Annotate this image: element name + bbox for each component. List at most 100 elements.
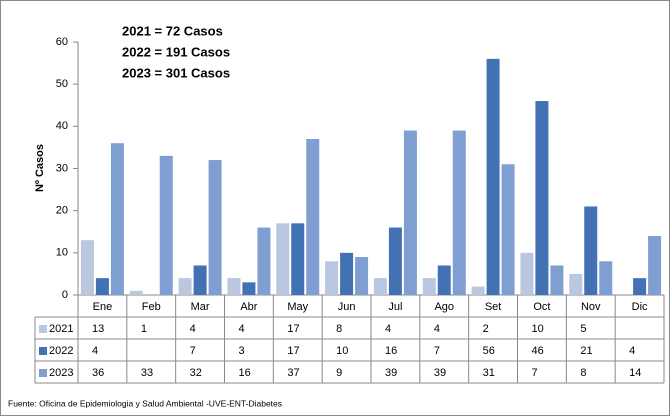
annotation: 2022 = 191 Casos (122, 44, 230, 59)
table-cell: 4 (92, 345, 98, 357)
table-cell: 4 (239, 323, 245, 335)
bar (535, 101, 549, 296)
table-cell: 2 (483, 323, 489, 335)
bar (110, 143, 124, 295)
table-cell: 4 (629, 345, 635, 357)
table-cell: 37 (287, 367, 299, 379)
legend-swatch (39, 325, 47, 333)
bar (306, 138, 320, 295)
legend-label: 2023 (49, 367, 73, 379)
y-tick-label: 60 (56, 36, 68, 48)
table-cell: 13 (92, 323, 104, 335)
bar (257, 227, 271, 295)
x-tick-label: Ene (93, 301, 113, 313)
x-tick-label: May (287, 301, 308, 313)
bar (422, 278, 436, 295)
bar (159, 155, 173, 295)
table-cell: 21 (580, 345, 592, 357)
bar (437, 265, 451, 295)
table-cell: 46 (532, 345, 544, 357)
table-cell: 4 (190, 323, 196, 335)
table-cell: 56 (483, 345, 495, 357)
table-cell: 17 (287, 323, 299, 335)
bar (471, 286, 485, 295)
x-tick-label: Set (485, 301, 502, 313)
y-tick-label: 0 (62, 289, 68, 301)
y-tick-label: 30 (56, 162, 68, 174)
x-tick-label: Dic (632, 301, 648, 313)
table-cell: 31 (483, 367, 495, 379)
table-cell: 39 (434, 367, 446, 379)
bar (648, 235, 662, 295)
bar (403, 130, 417, 295)
table-cell: 9 (336, 367, 342, 379)
y-tick-label: 40 (56, 120, 68, 132)
x-tick-label: Mar (191, 301, 210, 313)
x-tick-label: Jul (388, 301, 402, 313)
bar (291, 223, 305, 295)
bar (95, 278, 109, 295)
bar (569, 273, 583, 295)
bar (452, 130, 466, 295)
table-cell: 10 (532, 323, 544, 335)
bar (178, 278, 192, 295)
y-tick-label: 10 (56, 247, 68, 259)
bar (340, 252, 354, 295)
bar (208, 160, 222, 295)
annotation: 2023 = 301 Casos (122, 65, 230, 80)
bar (80, 240, 94, 295)
bar (486, 58, 500, 295)
x-tick-label: Jun (338, 301, 356, 313)
x-tick-label: Ago (434, 301, 454, 313)
bar (355, 257, 369, 295)
bar (373, 278, 387, 295)
table-cell: 4 (385, 323, 391, 335)
bar (550, 265, 564, 295)
table-cell: 4 (434, 323, 440, 335)
bar (584, 206, 598, 295)
table-cell: 16 (239, 367, 251, 379)
bar (633, 278, 647, 295)
legend-swatch (39, 347, 47, 355)
y-axis-label: Nº Casos (34, 144, 46, 192)
bar (599, 261, 613, 295)
bar (276, 223, 290, 295)
bar (129, 290, 143, 295)
table-cell: 10 (336, 345, 348, 357)
legend-label: 2022 (49, 345, 73, 357)
x-tick-label: Oct (533, 301, 550, 313)
legend-swatch (39, 369, 47, 377)
bar (388, 227, 402, 295)
table-cell: 7 (434, 345, 440, 357)
table-cell: 32 (190, 367, 202, 379)
bar (325, 261, 339, 295)
bar (501, 164, 515, 295)
table-cell: 7 (190, 345, 196, 357)
x-tick-label: Feb (142, 301, 161, 313)
table-cell: 16 (385, 345, 397, 357)
table-cell: 8 (336, 323, 342, 335)
table-cell: 17 (287, 345, 299, 357)
y-tick-label: 50 (56, 78, 68, 90)
table-cell: 39 (385, 367, 397, 379)
source-note: Fuente: Oficina de Epidemiologia y Salud… (8, 398, 282, 408)
bar (193, 265, 207, 295)
table-cell: 7 (532, 367, 538, 379)
bar (520, 252, 534, 295)
bar (227, 278, 241, 295)
table-cell: 36 (92, 367, 104, 379)
x-tick-label: Abr (240, 301, 257, 313)
x-tick-label: Nov (581, 301, 601, 313)
annotation: 2021 = 72 Casos (122, 23, 223, 38)
y-tick-label: 20 (56, 205, 68, 217)
table-cell: 1 (141, 323, 147, 335)
table-cell: 8 (580, 367, 586, 379)
table-cell: 5 (580, 323, 586, 335)
bar (242, 282, 256, 295)
table-cell: 3 (239, 345, 245, 357)
table-cell: 14 (629, 367, 641, 379)
legend-label: 2021 (49, 323, 73, 335)
table-cell: 33 (141, 367, 153, 379)
